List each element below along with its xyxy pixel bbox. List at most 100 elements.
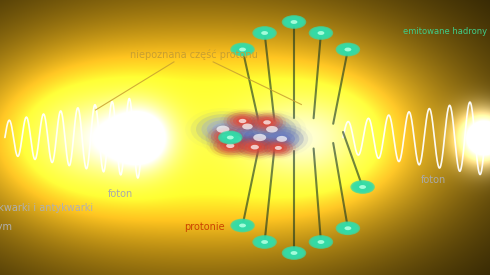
Circle shape [358, 185, 367, 189]
Circle shape [285, 17, 303, 27]
Circle shape [345, 48, 351, 51]
Circle shape [236, 46, 249, 53]
Circle shape [218, 131, 243, 144]
Circle shape [354, 182, 371, 192]
Text: w poznanym: w poznanym [0, 222, 15, 232]
Circle shape [223, 133, 238, 142]
Circle shape [230, 219, 255, 232]
Circle shape [338, 44, 358, 55]
Circle shape [282, 15, 306, 29]
Circle shape [337, 43, 359, 56]
Circle shape [276, 136, 287, 142]
Circle shape [269, 131, 295, 146]
Circle shape [339, 45, 357, 54]
Circle shape [251, 113, 283, 131]
Circle shape [196, 114, 250, 144]
Circle shape [260, 240, 269, 244]
Text: niepoznana część protonu: niepoznana część protonu [130, 50, 257, 60]
Circle shape [344, 48, 351, 51]
Circle shape [261, 240, 268, 244]
Circle shape [221, 133, 239, 142]
Circle shape [312, 28, 330, 38]
Circle shape [226, 135, 235, 140]
Circle shape [339, 223, 357, 233]
Circle shape [263, 120, 271, 125]
Circle shape [208, 126, 243, 146]
Circle shape [255, 236, 274, 248]
Circle shape [207, 120, 239, 138]
Circle shape [309, 235, 333, 249]
Circle shape [314, 29, 328, 37]
Circle shape [273, 134, 291, 144]
Circle shape [318, 31, 324, 35]
Circle shape [238, 47, 247, 52]
Text: protonie: protonie [184, 222, 224, 232]
Circle shape [217, 138, 244, 153]
Circle shape [252, 26, 277, 40]
Circle shape [291, 20, 297, 24]
Circle shape [283, 16, 305, 28]
Circle shape [262, 124, 282, 135]
Circle shape [220, 133, 231, 139]
Circle shape [257, 238, 272, 246]
Circle shape [240, 48, 245, 51]
Circle shape [238, 138, 272, 157]
Circle shape [233, 122, 287, 153]
Circle shape [245, 141, 265, 153]
Circle shape [258, 238, 271, 246]
Circle shape [233, 116, 252, 126]
Circle shape [315, 29, 327, 37]
Circle shape [227, 136, 233, 139]
Circle shape [338, 223, 358, 234]
Circle shape [336, 43, 360, 56]
Circle shape [314, 238, 328, 246]
Text: emitowane hadrony: emitowane hadrony [403, 27, 488, 36]
Circle shape [360, 185, 366, 189]
Circle shape [236, 117, 249, 125]
Circle shape [287, 18, 301, 26]
Circle shape [233, 44, 252, 55]
Circle shape [287, 249, 301, 257]
Circle shape [309, 26, 333, 40]
Circle shape [291, 251, 297, 255]
Circle shape [227, 119, 292, 156]
Circle shape [315, 238, 327, 246]
Circle shape [336, 221, 360, 235]
Circle shape [239, 224, 246, 227]
Circle shape [234, 45, 251, 54]
Circle shape [226, 144, 234, 148]
Circle shape [201, 117, 245, 141]
Circle shape [353, 182, 372, 192]
Circle shape [318, 31, 324, 35]
Circle shape [230, 114, 255, 128]
Circle shape [310, 27, 332, 39]
Circle shape [231, 219, 254, 232]
Circle shape [224, 134, 237, 141]
Circle shape [254, 115, 280, 130]
Circle shape [220, 140, 241, 152]
Circle shape [253, 236, 276, 248]
Circle shape [290, 20, 298, 24]
Circle shape [260, 31, 269, 35]
Circle shape [221, 112, 274, 141]
Circle shape [282, 246, 306, 260]
Circle shape [239, 122, 256, 131]
Circle shape [275, 146, 282, 150]
Circle shape [342, 225, 354, 232]
Circle shape [241, 139, 269, 155]
Circle shape [264, 129, 299, 149]
Circle shape [261, 138, 296, 158]
Circle shape [249, 131, 270, 144]
Circle shape [270, 143, 287, 153]
Circle shape [285, 248, 303, 258]
Circle shape [244, 128, 276, 147]
Circle shape [318, 240, 324, 244]
Circle shape [225, 114, 270, 139]
Circle shape [233, 220, 252, 231]
Circle shape [272, 145, 284, 151]
Circle shape [216, 128, 255, 150]
Circle shape [344, 226, 351, 230]
Circle shape [251, 145, 259, 149]
Circle shape [255, 28, 274, 38]
Circle shape [337, 222, 359, 235]
